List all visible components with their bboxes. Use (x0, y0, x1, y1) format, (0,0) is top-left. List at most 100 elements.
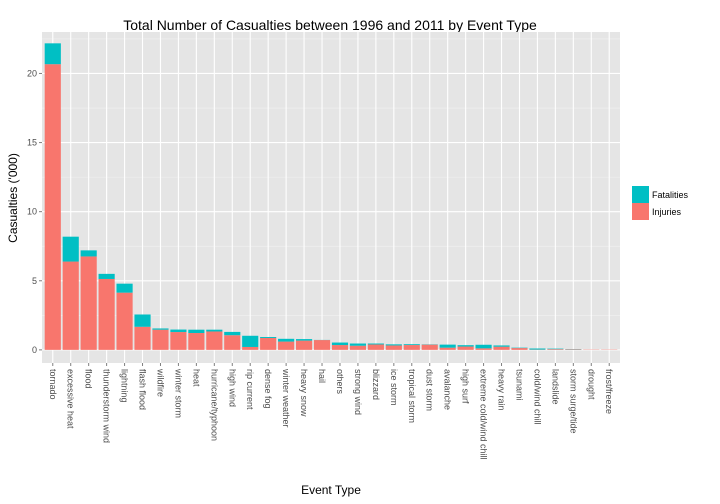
bar-injuries (511, 348, 528, 350)
legend-key (632, 186, 649, 203)
x-tick-label: hail (317, 369, 327, 383)
x-tick-label: ice storm (389, 369, 399, 406)
bar-injuries (152, 329, 169, 350)
bar-fatalities (295, 339, 313, 341)
x-tick-label: dense fog (263, 369, 273, 409)
x-tick-label: heavy snow (299, 369, 309, 417)
bar-fatalities (62, 236, 79, 262)
x-tick-label: rip current (245, 369, 255, 410)
bar-injuries (170, 332, 187, 350)
bar-fatalities (439, 344, 456, 348)
bar-fatalities (331, 342, 349, 346)
x-tick-label: wildfire (155, 368, 165, 397)
bar-fatalities (529, 348, 546, 350)
y-axis-title: Casualties ('000) (6, 153, 20, 243)
x-tick-label: blizzard (371, 369, 381, 400)
bar-injuries (349, 345, 367, 350)
x-tick-label: avalanche (443, 369, 453, 410)
bar-injuries (44, 64, 61, 350)
bar-injuries (188, 333, 205, 350)
y-axis: 0 5 10 15 20 (27, 68, 42, 355)
bar-injuries (421, 344, 438, 350)
bar-fatalities (44, 43, 61, 65)
x-tick-label: winter weather (281, 368, 291, 428)
bar-fatalities (206, 329, 223, 332)
bar-fatalities (188, 329, 205, 334)
bar-fatalities (80, 250, 97, 257)
bar-fatalities (98, 273, 115, 279)
bar-fatalities (457, 345, 474, 347)
bar-injuries (367, 344, 384, 350)
x-tick-label: lightning (120, 369, 130, 403)
x-tick-label: storm surge/tide (568, 369, 578, 434)
bar-injuries (62, 261, 79, 350)
bar-fatalities (116, 283, 133, 293)
bar-injuries (224, 335, 241, 350)
x-tick-label: drought (586, 369, 596, 400)
x-tick-label: strong wind (353, 369, 363, 415)
bar-fatalities (367, 343, 384, 345)
bar-injuries (385, 345, 402, 350)
x-tick-label: tropical storm (407, 369, 417, 423)
bar-injuries (260, 337, 277, 350)
plot-panel (42, 32, 620, 363)
bar-fatalities (475, 344, 492, 349)
bar-fatalities (547, 348, 564, 350)
x-tick-label: heat (191, 369, 201, 387)
x-tick-label: thunderstorm wind (102, 369, 112, 443)
bar-fatalities (134, 314, 151, 327)
bar-injuries (439, 347, 456, 350)
bar-injuries (242, 346, 259, 350)
bar-fatalities (403, 344, 420, 346)
bar-injuries (331, 345, 349, 350)
y-tick-label: 15 (27, 138, 37, 148)
x-tick-label: frost/freeze (604, 369, 614, 414)
bar-injuries (206, 331, 223, 350)
x-tick-label: extreme cold/wind chill (479, 369, 489, 460)
x-tick-label: cold/wind chill (532, 369, 542, 425)
x-tick-label: winter storm (173, 368, 183, 418)
legend-label: Injuries (652, 207, 682, 217)
bar-fatalities (278, 338, 295, 342)
x-tick-label: flood (84, 369, 94, 389)
bar-fatalities (385, 344, 402, 346)
bar-injuries (547, 349, 564, 350)
bar-injuries (493, 346, 510, 350)
x-tick-label: high wind (227, 369, 237, 407)
bar-injuries (403, 345, 420, 350)
x-tick-label: excessive heat (66, 369, 76, 429)
x-tick-label: tsunami (514, 369, 524, 401)
x-axis-title: Event Type (301, 483, 361, 497)
x-tick-label: heavy rain (497, 369, 507, 411)
x-tick-label: flash flood (138, 369, 148, 410)
bar-injuries (278, 341, 295, 350)
bar-fatalities (152, 328, 169, 330)
bar-injuries (565, 349, 582, 350)
bar-injuries (98, 278, 115, 350)
x-tick-label: high surf (461, 369, 471, 404)
bar-fatalities (493, 345, 510, 347)
bar-fatalities (224, 331, 241, 336)
x-tick-label: hurricane/typhoon (209, 369, 219, 441)
y-tick-label: 5 (32, 276, 37, 286)
bar-injuries (457, 346, 474, 350)
bar-injuries (134, 326, 151, 350)
y-tick-label: 20 (27, 68, 37, 78)
bar-injuries (313, 340, 331, 350)
x-tick-label: dust storm (425, 369, 435, 411)
legend: Fatalities Injuries (632, 186, 689, 220)
y-tick-label: 0 (32, 345, 37, 355)
bars (44, 43, 618, 350)
bar-injuries (295, 340, 313, 350)
chart-title: Total Number of Casualties between 1996 … (123, 17, 537, 33)
bar-fatalities (170, 329, 187, 333)
x-tick-label: landslide (550, 369, 560, 405)
bar-fatalities (242, 335, 259, 347)
legend-label: Fatalities (652, 190, 689, 200)
bar-fatalities (260, 337, 277, 338)
bar-fatalities (349, 343, 367, 346)
legend-key (632, 203, 649, 220)
bar-injuries (80, 256, 97, 350)
x-axis: tornado excessive heat flood thunderstorm w… (48, 363, 614, 460)
